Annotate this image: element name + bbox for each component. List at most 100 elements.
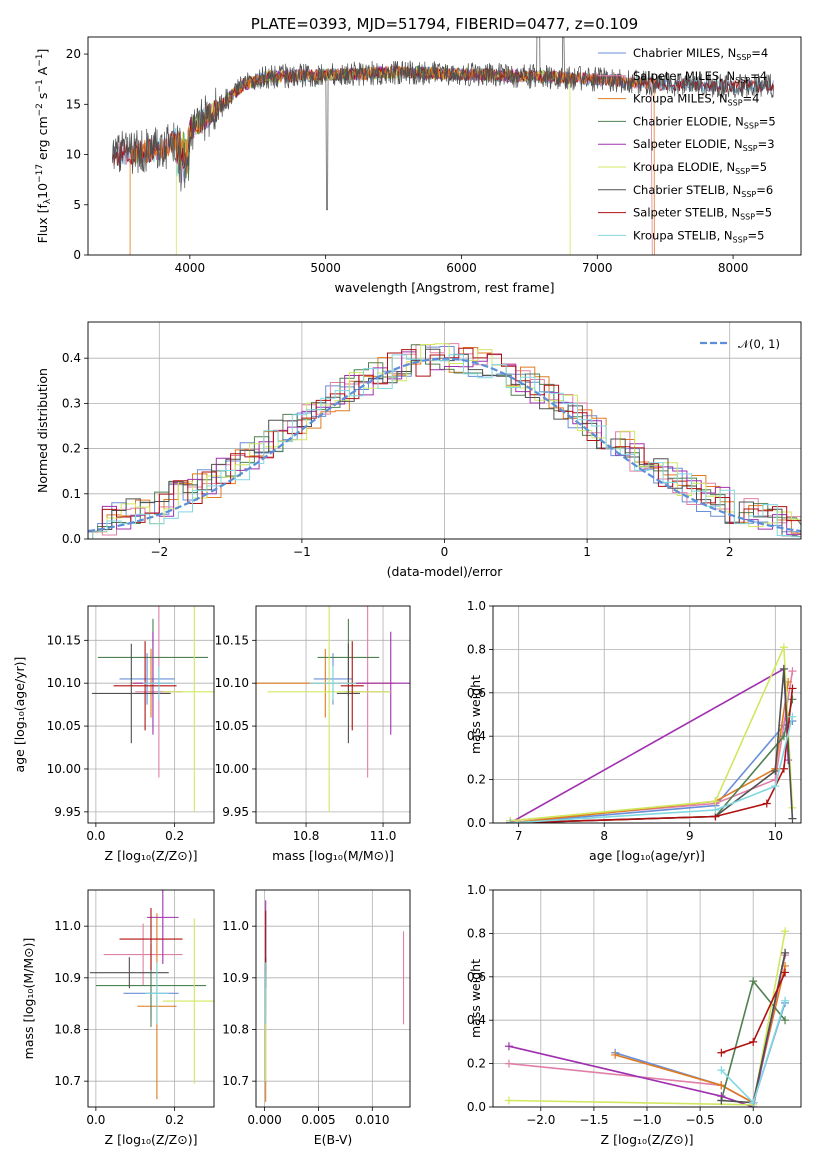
y-axis-label: age [log₁₀(age/yr)] [12,657,27,773]
y-tick-label: 0 [73,248,81,262]
y-tick-label: 0.8 [467,926,486,940]
errorbar-chabrier-stelib [336,643,360,744]
histogram-kroupa-elodie [92,343,801,539]
errorbar-salpeter-elodie [147,890,179,964]
y-tick-label: 10.9 [54,971,81,985]
y-tick-label: 0.4 [62,351,81,365]
histogram-kroupa-stelib [92,354,801,539]
y-tick-label: 0.0 [467,816,486,830]
x-tick-label: −2.0 [526,1113,555,1127]
y-tick-label: 5 [73,198,81,212]
weight-marker [711,797,720,806]
mass-weight-vs-age-panel: 7 8 9 10 0.0 0.2 0.4 0.6 0.8 1.0 age [log₁₀(age/yr… [467,599,802,863]
weight-series-kroupa-stelib [717,996,790,1107]
y-tick-label: 10.00 [215,762,249,776]
y-tick-label: 10.8 [222,1023,249,1037]
weight-marker [788,667,797,676]
y-tick-label: 0.6 [467,970,486,984]
y-tick-label: 0.2 [62,442,81,456]
x-tick-label: −0.5 [686,1113,715,1127]
axes-frame [492,605,802,824]
plot-area [506,643,797,823]
errorbar-chabrier-miles [119,653,175,705]
x-tick-label: 8000 [718,261,749,275]
plot-area [256,606,410,812]
legend-label: Chabrier STELIB, NSSP=6 [633,183,773,199]
weight-marker [749,977,758,986]
x-tick-label: 0 [441,545,449,559]
y-tick-label: 10.7 [222,1074,249,1088]
legend-label: Chabrier ELODIE, NSSP=5 [633,114,776,130]
errorbar-kroupa-elodie [162,606,214,812]
mass-vs-ebv-panel: 0.000 0.005 0.010 10.7 10.8 10.9 11.0 E(B-V) [222,889,411,1147]
x-axis-label: Z [log₁₀(Z/Z⊙)] [105,848,198,863]
weight-series-kroupa-stelib [506,712,797,823]
legend-label: Salpeter ELODIE, NSSP=3 [633,137,775,153]
weight-marker [762,799,771,808]
x-tick-label: 9 [686,829,694,843]
errorbar-chabrier-stelib [89,957,169,989]
errorbar-salpeter-stelib [113,641,177,731]
weight-marker [717,1066,726,1075]
errorbar-kroupa-stelib [309,666,357,701]
y-axis-label: mass weight [468,675,483,754]
weight-marker [749,1098,758,1107]
x-tick-label: −1 [293,545,311,559]
x-tick-label: 10 [768,829,783,843]
legend-label: Salpeter STELIB, NSSP=5 [633,206,772,222]
weight-marker [771,782,780,791]
weight-marker [781,968,790,977]
x-axis-label: Z [log₁₀(Z/Z⊙)] [601,1132,694,1147]
x-tick-label: 11.0 [370,829,397,843]
chart-title: PLATE=0393, MJD=51794, FIBERID=0477, z=0… [251,15,638,33]
x-tick-label: 10.8 [293,829,320,843]
weight-marker [611,1050,620,1059]
residuals-panel: −2 −1 0 1 2 0.0 0.1 0.2 0.3 0.4 (data-model)/error… [35,321,802,579]
errorbar-kroupa-elodie [267,606,391,812]
spectrum-panel: 4000 5000 6000 7000 8000 0 5 10 15 20 wavelength [… [35,15,802,295]
y-tick-label: 0.4 [467,1013,486,1027]
weight-marker [781,1016,790,1025]
y-tick-label: 0.3 [62,396,81,410]
x-tick-label: 0.005 [301,1113,335,1127]
weight-marker [504,1096,513,1105]
x-tick-label: 0.2 [165,1113,184,1127]
weight-marker [711,805,720,814]
y-tick-label: 15 [66,97,81,111]
y-tick-label: 0.2 [467,1057,486,1071]
x-axis-label: mass [log₁₀(M/M⊙)] [272,848,394,863]
x-tick-label: 5000 [310,261,341,275]
legend-label: Salpeter MILES, NSSP=4 [633,69,767,85]
y-tick-label: 9.95 [222,805,249,819]
legend-label: Kroupa ELODIE, NSSP=5 [633,160,767,176]
weight-line [510,681,789,823]
y-tick-label: 10.7 [54,1074,81,1088]
axes-frame [87,605,215,824]
weight-series-salpeter-stelib [717,968,790,1057]
x-tick-label: −1.0 [632,1113,661,1127]
y-tick-label: 10.05 [215,719,249,733]
legend: Chabrier MILES, NSSP=4 Salpeter MILES, NS… [598,46,776,244]
plot-area [265,900,405,1102]
mass-vs-metallicity-panel: 0.0 0.2 10.7 10.8 10.9 11.0 Z [log₁₀(Z/Z⊙)] mas… [21,889,215,1147]
weight-marker [779,764,788,773]
y-tick-label: 10.05 [47,719,81,733]
plot-area [91,606,214,812]
axes-frame [255,889,411,1108]
weight-marker [504,1059,513,1068]
y-axis-label: mass [log₁₀(M/M⊙)] [21,938,36,1060]
y-tick-label: 0.2 [467,773,486,787]
y-tick-label: 0.1 [62,487,81,501]
histogram-salpeter-stelib [88,347,801,539]
x-tick-label: 0.0 [86,1113,105,1127]
weight-marker [504,1042,513,1051]
mass-weight-vs-metallicity-panel: −2.0 −1.5 −1.0 −0.5 0.0 0.0 0.2 0.4 0.6 0.8 1.0 Z [… [467,883,802,1147]
plot-area [88,343,801,539]
y-tick-label: 11.0 [222,919,249,933]
y-tick-label: 10.10 [47,676,81,690]
x-tick-label: 4000 [175,261,206,275]
x-axis-label: wavelength [Angstrom, rest frame] [334,280,554,295]
y-tick-label: 10.8 [54,1023,81,1037]
weight-marker [781,996,790,1005]
weight-marker [788,695,797,704]
